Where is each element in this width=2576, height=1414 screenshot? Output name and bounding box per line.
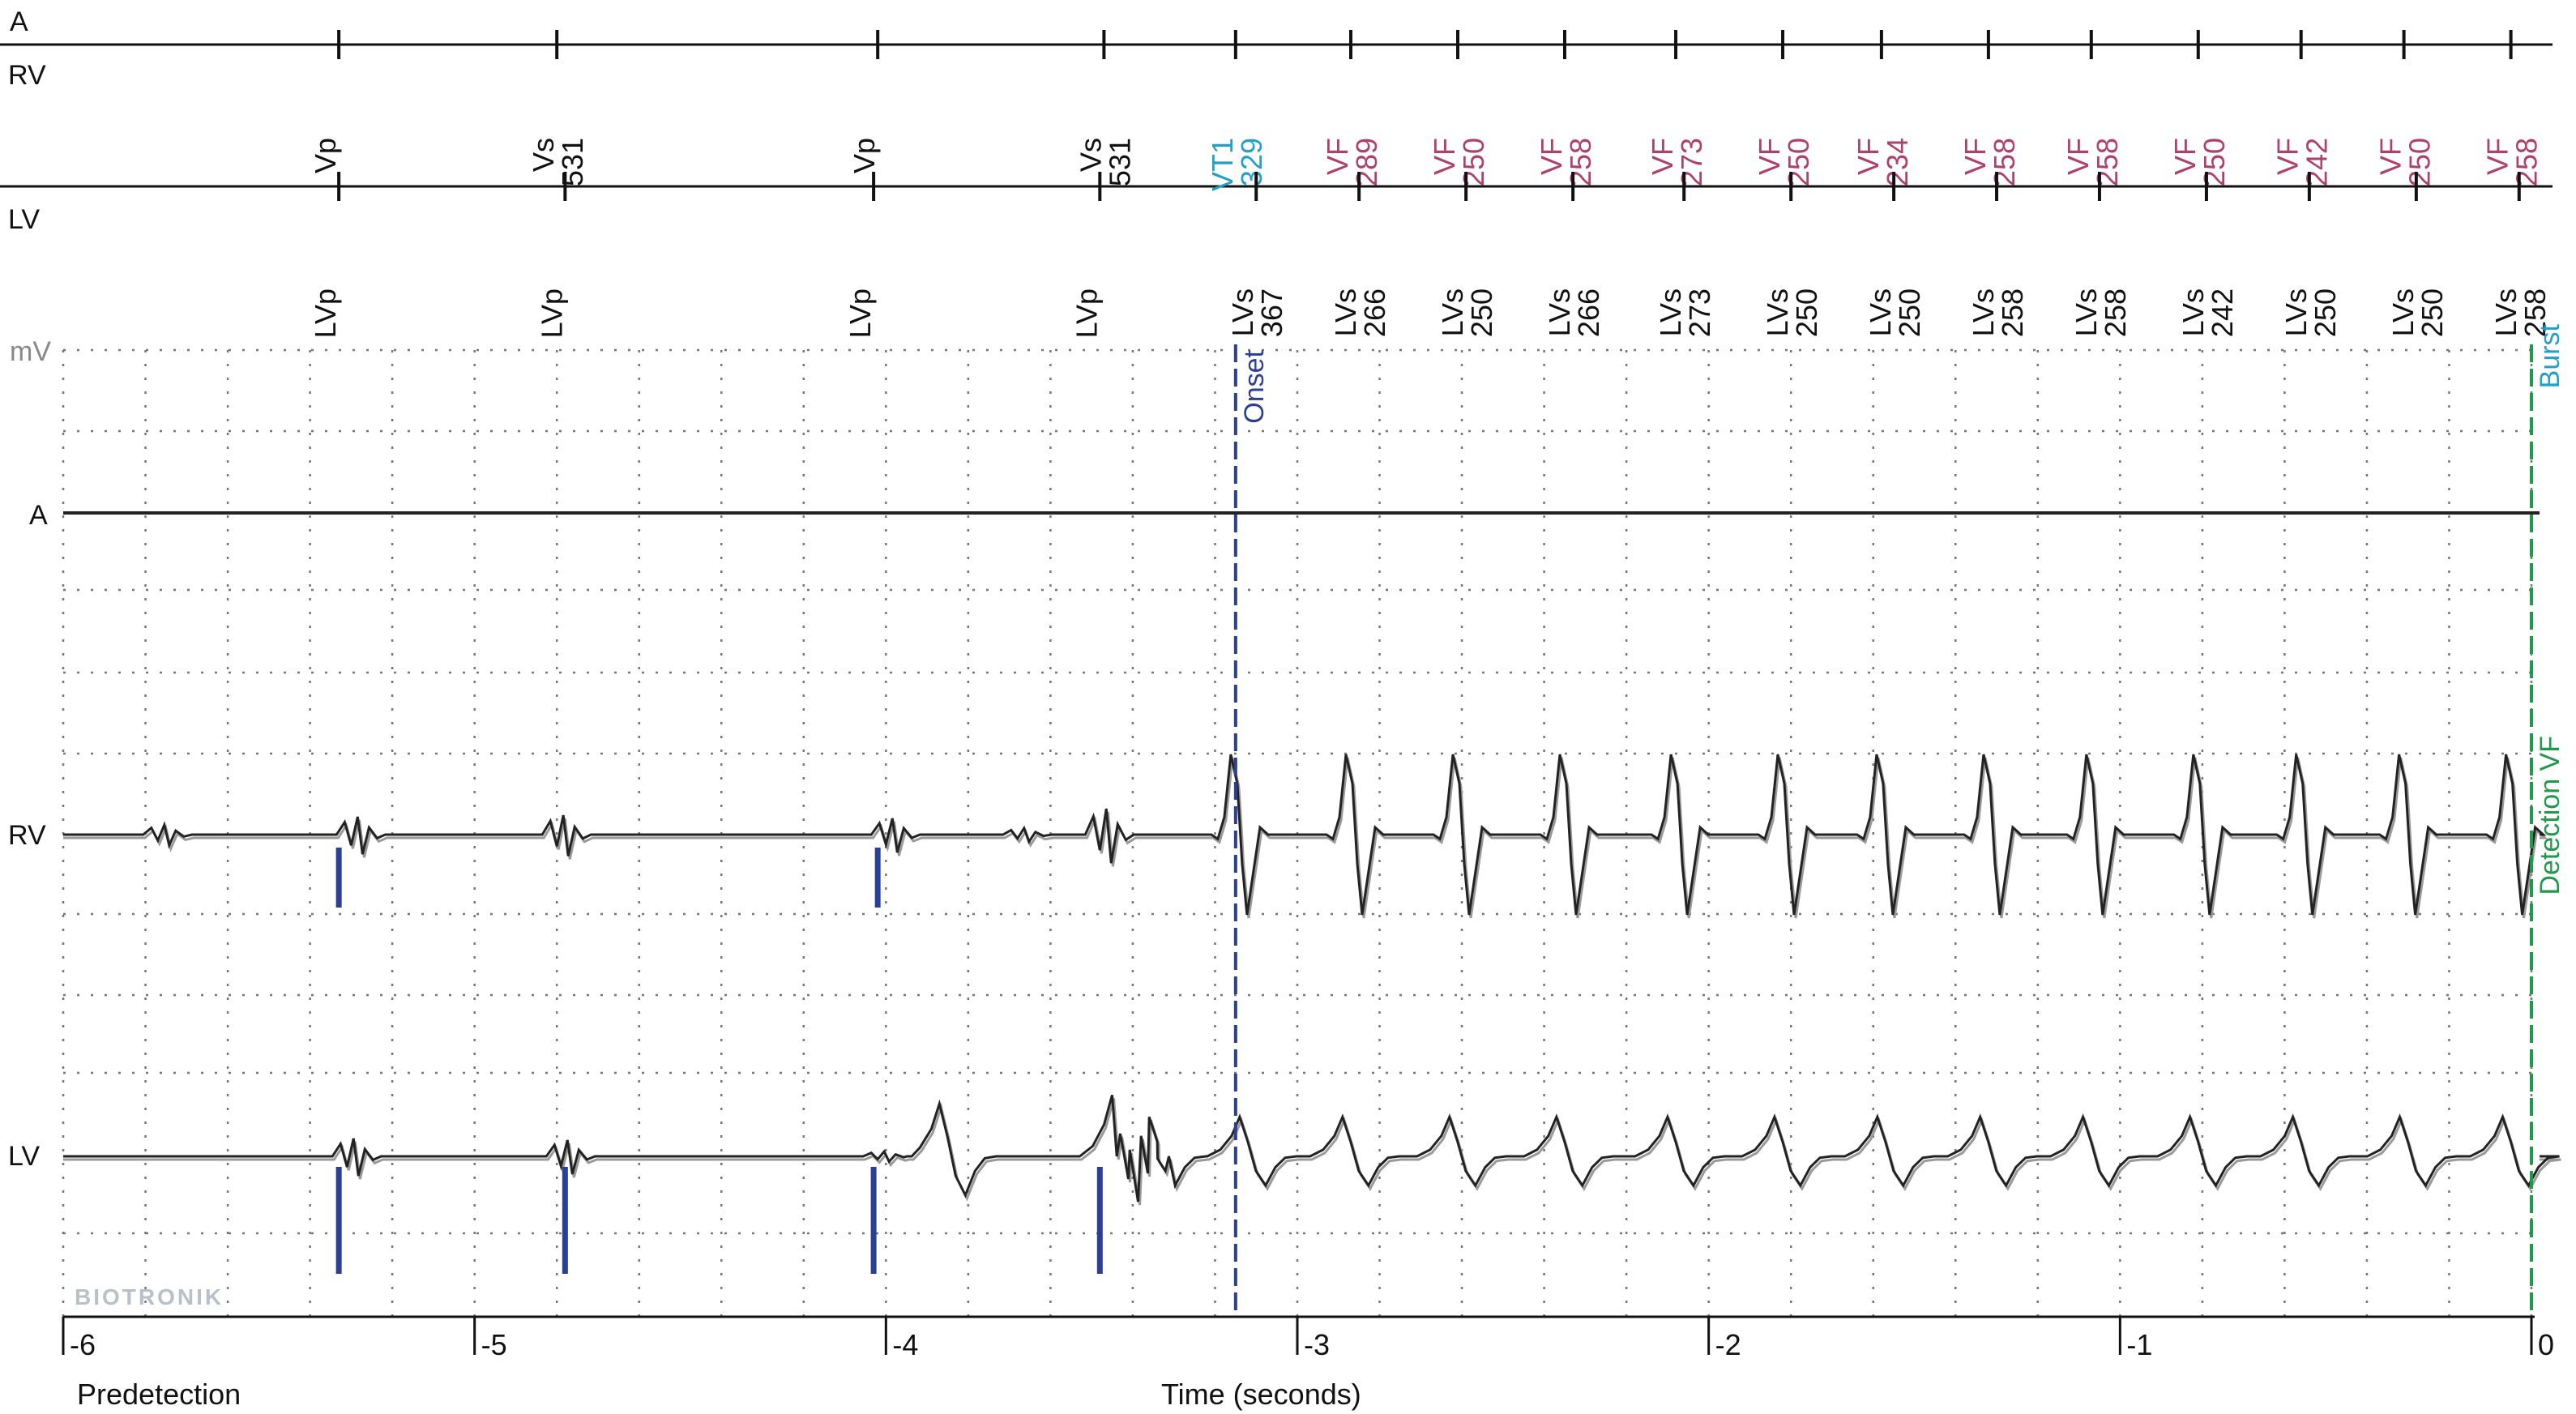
marker-label: VF (1753, 138, 1786, 175)
marker-interval: 258 (1988, 138, 2021, 186)
onset-label: Onset (1239, 349, 1270, 423)
marker-label: LVs (2386, 288, 2420, 336)
marker-label: LVs (2177, 288, 2210, 336)
marker-channel-lv-label: LV (8, 204, 40, 235)
detection-vf-label: Detection VF (2535, 736, 2565, 895)
x-axis: -6 -5 -4 -3 -2 -1 0 Predetection Time (seconds… (62, 1315, 2554, 1411)
marker-label: LVp (1070, 288, 1103, 338)
y-axis-label: mV (10, 336, 51, 367)
marker-label: Vp (848, 138, 881, 173)
x-tick-label: -3 (1304, 1328, 1330, 1361)
marker-interval: 242 (2300, 138, 2334, 186)
marker-label: Vs (1074, 138, 1107, 172)
marker-interval: 266 (1572, 288, 1605, 337)
marker-interval: 266 (1358, 288, 1391, 337)
marker-label: LVs (1654, 288, 1687, 336)
marker-label: LVs (2070, 288, 2103, 336)
marker-interval: 242 (2206, 288, 2239, 337)
marker-interval: 250 (2198, 138, 2231, 186)
burst-label: Burst (2535, 323, 2565, 388)
x-tick-label: -1 (2126, 1328, 2152, 1361)
marker-interval: 258 (1996, 288, 2029, 337)
marker-interval: 250 (1893, 288, 1926, 337)
marker-label: LVs (1761, 288, 1794, 336)
marker-label: VF (2271, 138, 2305, 175)
marker-interval: 250 (1465, 288, 1498, 337)
marker-label: VF (2168, 138, 2202, 175)
marker-interval: 289 (1350, 138, 1383, 186)
marker-label: VF (2061, 138, 2095, 175)
marker-interval: 273 (1675, 138, 1708, 186)
marker-interval: 250 (2403, 138, 2437, 186)
series-line-rv (63, 754, 2547, 916)
marker-interval: 329 (1235, 138, 1268, 186)
marker-label: LVp (535, 288, 568, 338)
marker-interval: 273 (1683, 288, 1716, 337)
marker-label: LVs (1967, 288, 2000, 336)
marker-label: VF (1959, 138, 1992, 175)
predetection-label: Predetection (77, 1378, 241, 1411)
marker-label: VF (1428, 138, 1461, 175)
x-tick-label: -2 (1715, 1328, 1741, 1361)
marker-label: LVs (1436, 288, 1469, 336)
x-ticks: -6 -5 -4 -3 -2 -1 0 (62, 1317, 2554, 1361)
marker-interval: 258 (1564, 138, 1597, 186)
marker-label: LVs (2279, 288, 2313, 336)
marker-interval: 531 (1103, 138, 1136, 186)
marker-label: VF (1535, 138, 1568, 175)
marker-label: Vs (527, 138, 560, 172)
marker-label: VF (2481, 138, 2514, 175)
traces (63, 511, 2561, 1206)
marker-label: LVp (309, 288, 342, 338)
marker-channel-a-label: A (10, 6, 28, 37)
marker-interval: 250 (1790, 288, 1823, 337)
marker-interval: 258 (2091, 138, 2124, 186)
series-line-lv (63, 1095, 2560, 1203)
marker-interval: 258 (2518, 288, 2552, 337)
marker-label: LVp (844, 288, 877, 338)
x-tick-label: 0 (2538, 1328, 2554, 1361)
marker-label: VT1 (1206, 138, 1239, 191)
marker-interval: 250 (2309, 288, 2342, 337)
channel-label-a: A (29, 500, 48, 531)
marker-label: LVs (1226, 288, 1259, 336)
channel-label-rv: RV (8, 820, 46, 851)
pacing-spikes (335, 848, 1103, 1274)
marker-label: LVs (1329, 288, 1362, 336)
series-line-rv-echo (63, 757, 2548, 919)
marker-interval: 367 (1255, 288, 1288, 337)
marker-label: VF (2374, 138, 2407, 175)
x-tick-label: -4 (892, 1328, 918, 1361)
marker-interval: 531 (556, 138, 589, 186)
marker-label: VF (1852, 138, 1885, 175)
x-tick-label: -6 (70, 1328, 96, 1361)
series-line-lv-echo (63, 1098, 2561, 1206)
x-tick-label: -5 (481, 1328, 507, 1361)
marker-interval: 250 (1782, 138, 1815, 186)
channel-label-lv: LV (8, 1141, 40, 1172)
marker-label: VF (1321, 138, 1354, 175)
marker-interval: 250 (2416, 288, 2449, 337)
biotronik-watermark: BIOTRONIK (75, 1284, 224, 1309)
x-axis-title: Time (seconds) (1161, 1378, 1361, 1411)
marker-interval: 258 (2510, 138, 2544, 186)
marker-label: LVs (1543, 288, 1576, 336)
marker-interval: 258 (2099, 288, 2132, 337)
marker-label: LVs (2489, 288, 2523, 336)
marker-channel-rv-label: RV (8, 60, 46, 91)
marker-interval: 234 (1881, 138, 1914, 186)
marker-label: LVs (1864, 288, 1897, 336)
marker-label: VF (1646, 138, 1679, 175)
marker-interval: 250 (1457, 138, 1490, 186)
marker-label: Vp (309, 138, 342, 173)
